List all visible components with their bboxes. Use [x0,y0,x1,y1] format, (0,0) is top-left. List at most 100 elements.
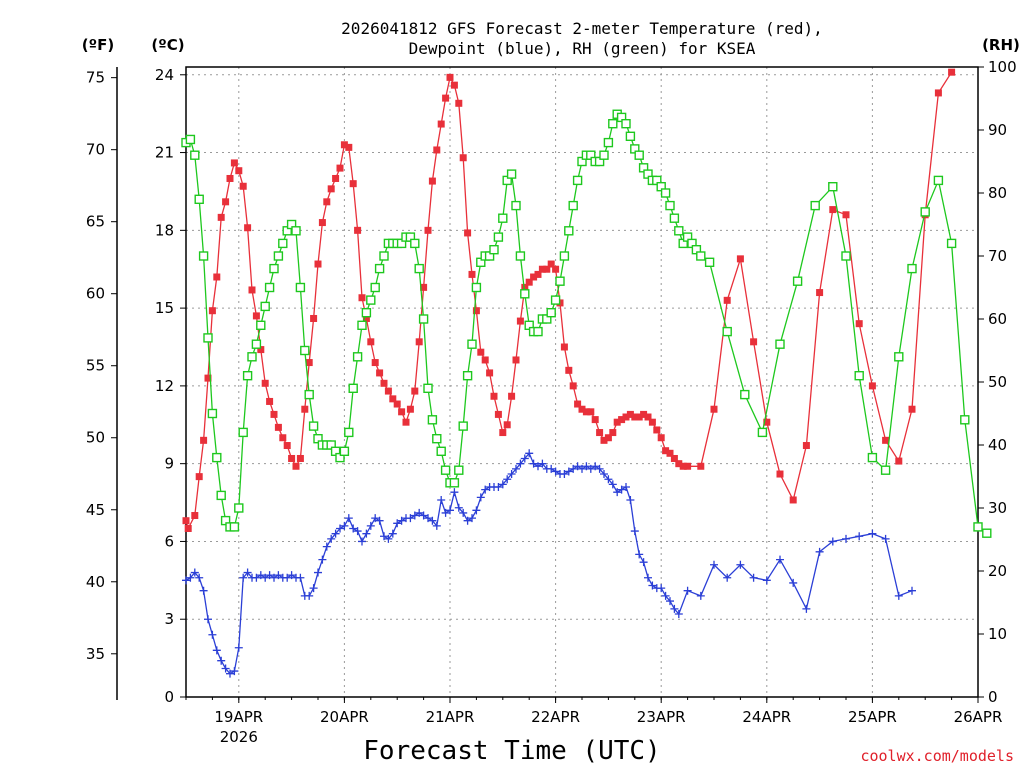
data-point [212,646,221,655]
data-point [252,312,260,320]
data-point [194,194,204,205]
data-point [520,454,529,463]
data-point [802,442,810,450]
data-point [591,462,600,471]
data-point [710,405,718,413]
data-point [345,143,353,151]
data-point [547,464,556,473]
data-point [697,462,705,470]
data-point [507,470,516,479]
data-point [710,560,718,569]
data-point [371,359,379,367]
f-tick-label: 75 [86,69,105,87]
data-point [538,265,546,273]
data-point [934,89,942,97]
data-point [440,465,451,475]
data-point [283,442,291,450]
data-point [362,529,371,538]
data-point [353,527,362,536]
data-point [296,454,304,462]
data-point [374,263,385,274]
data-point [587,408,595,416]
data-point [323,198,331,206]
data-point [450,81,458,89]
data-point [613,418,621,426]
data-point [533,326,543,337]
data-point [486,369,494,377]
gridlines [186,67,978,697]
rh-tick-label: 100 [988,58,1017,76]
data-point [344,427,354,438]
data-point [397,516,406,525]
data-point [217,656,226,665]
data-point [309,584,318,593]
data-point [352,352,363,362]
series-line [185,452,913,675]
data-point [618,416,626,424]
data-point [855,532,864,541]
data-point [666,597,674,606]
data-point [506,169,517,179]
data-point [493,232,504,242]
data-point [288,454,296,462]
data-point [868,529,877,538]
rh-tick-label: 70 [988,247,1007,265]
data-point [630,527,639,536]
f-tick-label: 55 [86,357,105,375]
data-point [292,462,300,470]
x-tick-label: 21APR [426,708,475,726]
data-point [327,185,335,193]
data-point [657,434,665,442]
data-point [639,558,648,567]
data-point [411,387,419,395]
data-point [622,483,630,491]
data-point [604,434,612,442]
data-point [340,521,349,530]
x-tick-sublabel: 2026 [220,728,258,746]
data-point [520,289,530,299]
fahrenheit-unit-label: (ºF) [82,36,114,54]
data-point [908,586,916,595]
data-point [432,521,441,530]
data-point [534,462,542,471]
data-point [600,470,608,479]
data-point [222,198,230,206]
data-point [842,211,850,219]
data-point [552,265,560,273]
data-point [455,99,463,107]
data-point [816,289,824,297]
data-point [340,141,348,149]
data-point [810,200,820,211]
f-tick-label: 45 [86,501,105,519]
data-point [895,457,903,465]
data-point [454,465,464,475]
data-point [512,356,520,364]
f-tick-label: 35 [86,645,105,663]
data-point [432,434,442,444]
data-point [358,294,366,302]
data-point [775,339,785,349]
data-point [666,449,674,457]
series-line [185,113,988,534]
data-point [762,576,771,585]
data-point [278,238,288,249]
data-point [854,371,864,381]
data-point [265,571,274,580]
data-point [595,464,604,473]
data-point [722,326,732,337]
data-point [481,356,489,364]
rh-tick-label: 50 [988,373,1007,391]
data-point [675,460,683,468]
data-point [252,573,261,582]
rh-tick-label: 30 [988,499,1007,517]
data-point [802,604,811,613]
data-point [789,578,798,587]
data-point [596,429,604,437]
data-point [463,516,472,525]
data-point [608,480,617,489]
x-tick-label: 20APR [320,708,369,726]
data-point [305,591,314,600]
data-point [657,584,666,593]
data-point [538,459,547,468]
data-point [336,164,344,172]
